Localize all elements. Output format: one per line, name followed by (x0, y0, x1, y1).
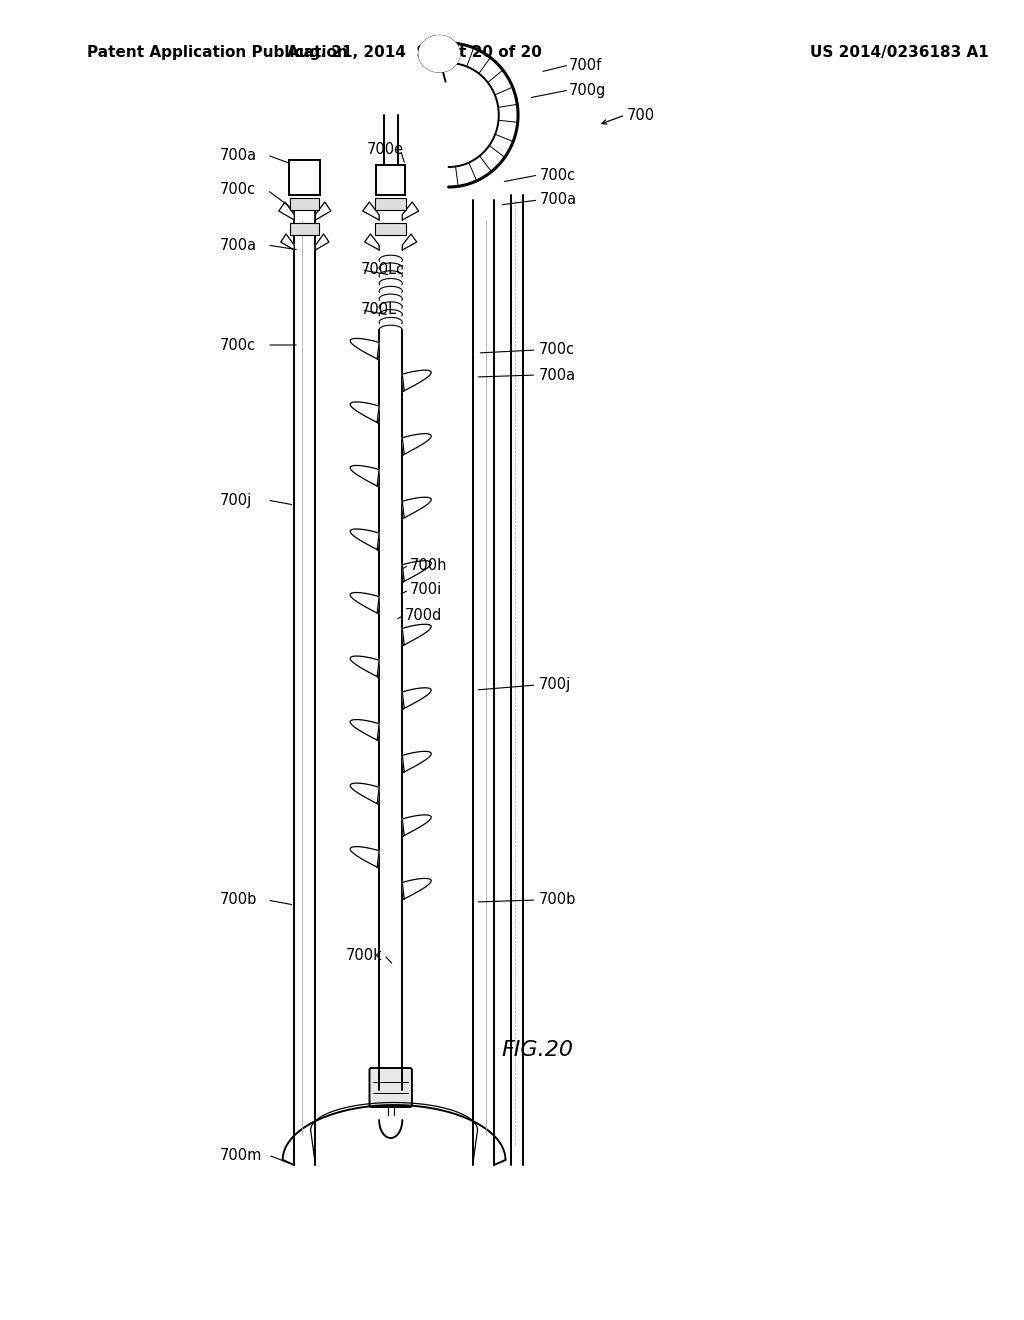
Text: Patent Application Publication: Patent Application Publication (87, 45, 347, 59)
Polygon shape (419, 36, 460, 71)
Text: 700Lc: 700Lc (360, 263, 404, 277)
Text: 700a: 700a (539, 367, 575, 383)
Text: 700a: 700a (541, 193, 578, 207)
Text: 700a: 700a (220, 238, 257, 252)
Polygon shape (315, 202, 331, 220)
Polygon shape (402, 434, 431, 455)
Polygon shape (350, 656, 379, 677)
Bar (290, 160, 321, 195)
Text: 700j: 700j (220, 492, 252, 507)
Bar (375, 223, 407, 235)
Text: 700: 700 (627, 107, 655, 123)
Polygon shape (402, 688, 431, 709)
Polygon shape (350, 466, 379, 487)
Polygon shape (365, 234, 379, 249)
Polygon shape (402, 751, 431, 774)
Polygon shape (402, 624, 431, 645)
Polygon shape (402, 370, 431, 392)
Text: 700h: 700h (410, 557, 447, 573)
Polygon shape (315, 234, 329, 249)
Text: 700c: 700c (539, 342, 574, 358)
Polygon shape (402, 498, 431, 519)
Text: 700c: 700c (220, 182, 256, 198)
Text: 700k: 700k (345, 948, 382, 962)
Polygon shape (350, 401, 379, 424)
Text: 700i: 700i (410, 582, 442, 598)
Text: 700d: 700d (406, 607, 442, 623)
Polygon shape (362, 202, 379, 220)
Text: 700a: 700a (220, 148, 257, 162)
Text: 700m: 700m (220, 1147, 262, 1163)
Text: 700j: 700j (539, 677, 570, 693)
Bar (376, 165, 406, 195)
Text: 700e: 700e (367, 143, 403, 157)
Polygon shape (402, 814, 431, 837)
Polygon shape (402, 234, 417, 249)
Text: FIG.20: FIG.20 (502, 1040, 573, 1060)
Bar (291, 198, 319, 210)
Text: US 2014/0236183 A1: US 2014/0236183 A1 (810, 45, 989, 59)
Polygon shape (402, 202, 419, 220)
Text: 700L: 700L (360, 302, 397, 318)
Text: 700c: 700c (541, 168, 577, 182)
Polygon shape (350, 783, 379, 805)
Polygon shape (350, 846, 379, 869)
Polygon shape (402, 878, 431, 900)
Polygon shape (350, 338, 379, 360)
Text: 700c: 700c (220, 338, 256, 352)
Bar (291, 223, 319, 235)
Polygon shape (350, 719, 379, 741)
Polygon shape (279, 202, 294, 220)
Polygon shape (402, 561, 431, 582)
Polygon shape (350, 593, 379, 614)
Polygon shape (281, 234, 294, 249)
Bar (375, 198, 407, 210)
Text: 700b: 700b (220, 892, 257, 908)
FancyBboxPatch shape (370, 1068, 412, 1107)
Text: Aug. 21, 2014  Sheet 20 of 20: Aug. 21, 2014 Sheet 20 of 20 (288, 45, 543, 59)
Text: 700f: 700f (569, 58, 602, 73)
Text: 700g: 700g (569, 82, 606, 98)
Text: 700b: 700b (539, 892, 575, 908)
Polygon shape (350, 529, 379, 550)
